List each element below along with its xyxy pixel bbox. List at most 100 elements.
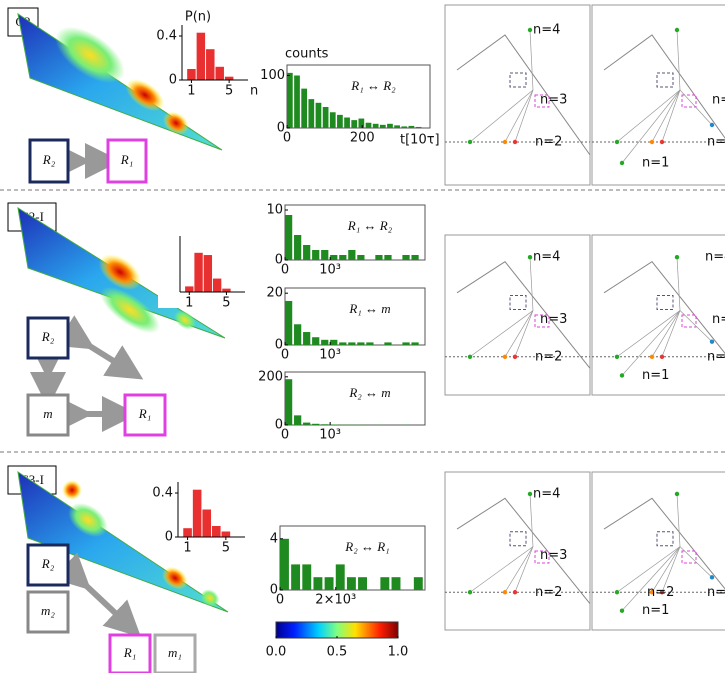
hist-bar	[303, 245, 311, 260]
state-box	[28, 138, 70, 184]
hist-y-tick-label: 0	[275, 418, 283, 433]
state-label: R₂	[41, 329, 55, 344]
network-edge	[621, 310, 681, 376]
state-label: R₂	[42, 152, 56, 167]
hist-bar	[408, 125, 415, 128]
hist-bar	[413, 577, 423, 590]
hist-bar	[339, 255, 347, 260]
inset-bar	[224, 76, 234, 80]
state-label: R₁	[123, 645, 136, 660]
network-region	[681, 314, 697, 328]
level-label: n=2	[535, 135, 562, 150]
level-label: n=2	[535, 349, 562, 364]
level-label: n=3	[712, 93, 725, 108]
inset-bar	[222, 288, 231, 292]
hist-bar	[348, 250, 356, 260]
hist-bar	[401, 126, 408, 128]
network-triangle	[456, 34, 591, 156]
hotspot	[55, 26, 125, 84]
hist-bar	[358, 118, 365, 128]
hist-bar	[312, 337, 320, 345]
network-node	[674, 491, 680, 497]
inset-bar	[192, 489, 202, 537]
transition-arrow	[52, 552, 142, 638]
hist-y-tick-label: 200	[258, 369, 283, 384]
hist-bar	[339, 342, 347, 345]
hist-bar	[366, 342, 374, 345]
network-region	[509, 72, 527, 88]
network-region	[681, 550, 697, 564]
network-node	[619, 373, 625, 378]
hotspot	[98, 254, 142, 290]
state-label: R₁	[138, 406, 151, 421]
hist-x-tick-label: 10³	[319, 263, 341, 278]
network-edge	[529, 257, 534, 311]
hist-x-tick-label: 0	[281, 263, 289, 278]
network-region	[656, 294, 674, 310]
level-label: n=1	[642, 603, 669, 618]
hotspot	[68, 502, 108, 538]
hist-bar	[337, 114, 343, 128]
inset-bar	[215, 66, 224, 80]
network-edge	[469, 89, 534, 143]
colorbar-tick-label: 0.0	[266, 645, 287, 660]
hist-bar	[391, 577, 401, 590]
inset-y-tick-label: 0.4	[152, 486, 173, 501]
network-edge	[504, 89, 534, 143]
transition-label: R₂ ↔ R₁	[344, 539, 389, 554]
hist-bar	[285, 300, 293, 345]
network-triangle	[603, 261, 725, 355]
inset-bar	[221, 531, 231, 537]
hist-bar	[379, 124, 386, 128]
network-region	[534, 94, 550, 108]
level-label: n=2	[707, 135, 725, 150]
network-edge	[651, 89, 681, 143]
inset-bar	[212, 278, 222, 292]
network-edge	[514, 310, 534, 357]
network-node	[619, 160, 625, 166]
network-frame	[444, 234, 591, 396]
inset-bar	[202, 509, 212, 537]
network-edge	[616, 310, 681, 358]
hist-x-tick-label: 0	[281, 428, 289, 443]
hist-y-tick-label: 4	[270, 531, 278, 546]
hist-bar	[322, 107, 329, 128]
hist-bar	[312, 250, 320, 260]
network-edge	[679, 310, 713, 342]
network-node	[512, 139, 518, 145]
level-label: n=2	[535, 585, 562, 600]
level-label: n=3	[540, 548, 567, 563]
hist-bar	[387, 123, 393, 128]
hist-bar	[394, 125, 400, 128]
network-edge	[676, 493, 681, 547]
network-node	[649, 139, 655, 145]
network-edge	[529, 29, 534, 91]
hist-x-tick-label: 10³	[319, 348, 341, 363]
hist-bar	[287, 72, 293, 128]
network-edge	[661, 546, 681, 593]
colorbar-tick-label: 0.5	[327, 645, 348, 660]
inset-bar	[187, 69, 196, 80]
inset-bar	[206, 49, 215, 80]
network-region	[656, 72, 674, 88]
hist-bar	[303, 332, 311, 345]
colorbar	[275, 621, 399, 639]
hist-bar	[348, 342, 356, 345]
network-node	[614, 590, 620, 595]
hist-bar	[301, 88, 308, 128]
hist-bar	[315, 102, 322, 128]
level-label: n=2	[647, 585, 674, 600]
inset-bar	[183, 528, 192, 537]
network-node	[709, 575, 715, 580]
state-label: m₂	[41, 603, 55, 618]
hist-bar	[372, 123, 379, 128]
level-label: n=3	[540, 312, 567, 327]
hist-bar	[312, 423, 320, 425]
transition-label: R₁ ↔ R₂	[347, 218, 393, 233]
network-node	[527, 491, 533, 497]
network-node	[649, 590, 655, 595]
network-edge	[469, 310, 534, 358]
network-node	[674, 27, 680, 33]
hist-bar	[324, 577, 334, 590]
hist-bar	[280, 538, 289, 590]
